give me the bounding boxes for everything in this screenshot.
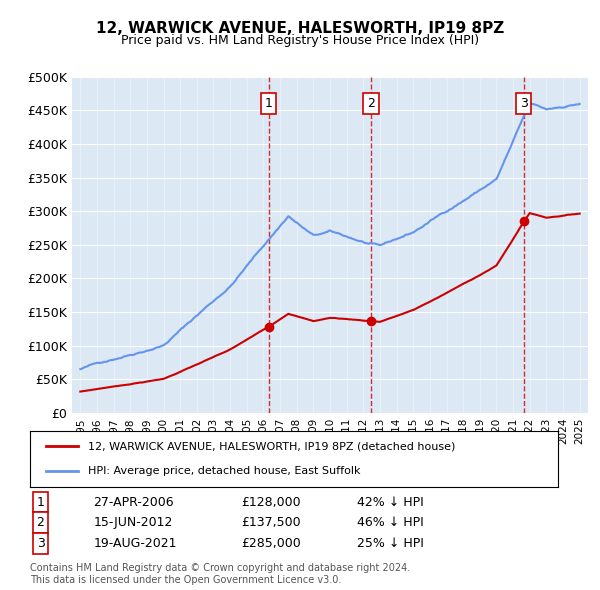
Text: 27-APR-2006: 27-APR-2006 bbox=[94, 496, 174, 509]
Text: HPI: Average price, detached house, East Suffolk: HPI: Average price, detached house, East… bbox=[88, 466, 361, 476]
Text: 3: 3 bbox=[37, 537, 44, 550]
Text: 1: 1 bbox=[37, 496, 44, 509]
Text: £128,000: £128,000 bbox=[241, 496, 301, 509]
Text: 46% ↓ HPI: 46% ↓ HPI bbox=[358, 516, 424, 529]
Text: 12, WARWICK AVENUE, HALESWORTH, IP19 8PZ (detached house): 12, WARWICK AVENUE, HALESWORTH, IP19 8PZ… bbox=[88, 441, 455, 451]
Text: 12, WARWICK AVENUE, HALESWORTH, IP19 8PZ: 12, WARWICK AVENUE, HALESWORTH, IP19 8PZ bbox=[96, 21, 504, 35]
Text: 2: 2 bbox=[37, 516, 44, 529]
Text: 25% ↓ HPI: 25% ↓ HPI bbox=[358, 537, 424, 550]
Text: 2: 2 bbox=[367, 97, 375, 110]
Text: Price paid vs. HM Land Registry's House Price Index (HPI): Price paid vs. HM Land Registry's House … bbox=[121, 34, 479, 47]
Text: 3: 3 bbox=[520, 97, 527, 110]
Text: £285,000: £285,000 bbox=[241, 537, 301, 550]
Text: Contains HM Land Registry data © Crown copyright and database right 2024.
This d: Contains HM Land Registry data © Crown c… bbox=[30, 563, 410, 585]
Text: 15-JUN-2012: 15-JUN-2012 bbox=[94, 516, 173, 529]
Text: 1: 1 bbox=[265, 97, 272, 110]
Text: 19-AUG-2021: 19-AUG-2021 bbox=[94, 537, 177, 550]
Text: 42% ↓ HPI: 42% ↓ HPI bbox=[358, 496, 424, 509]
Text: £137,500: £137,500 bbox=[241, 516, 301, 529]
